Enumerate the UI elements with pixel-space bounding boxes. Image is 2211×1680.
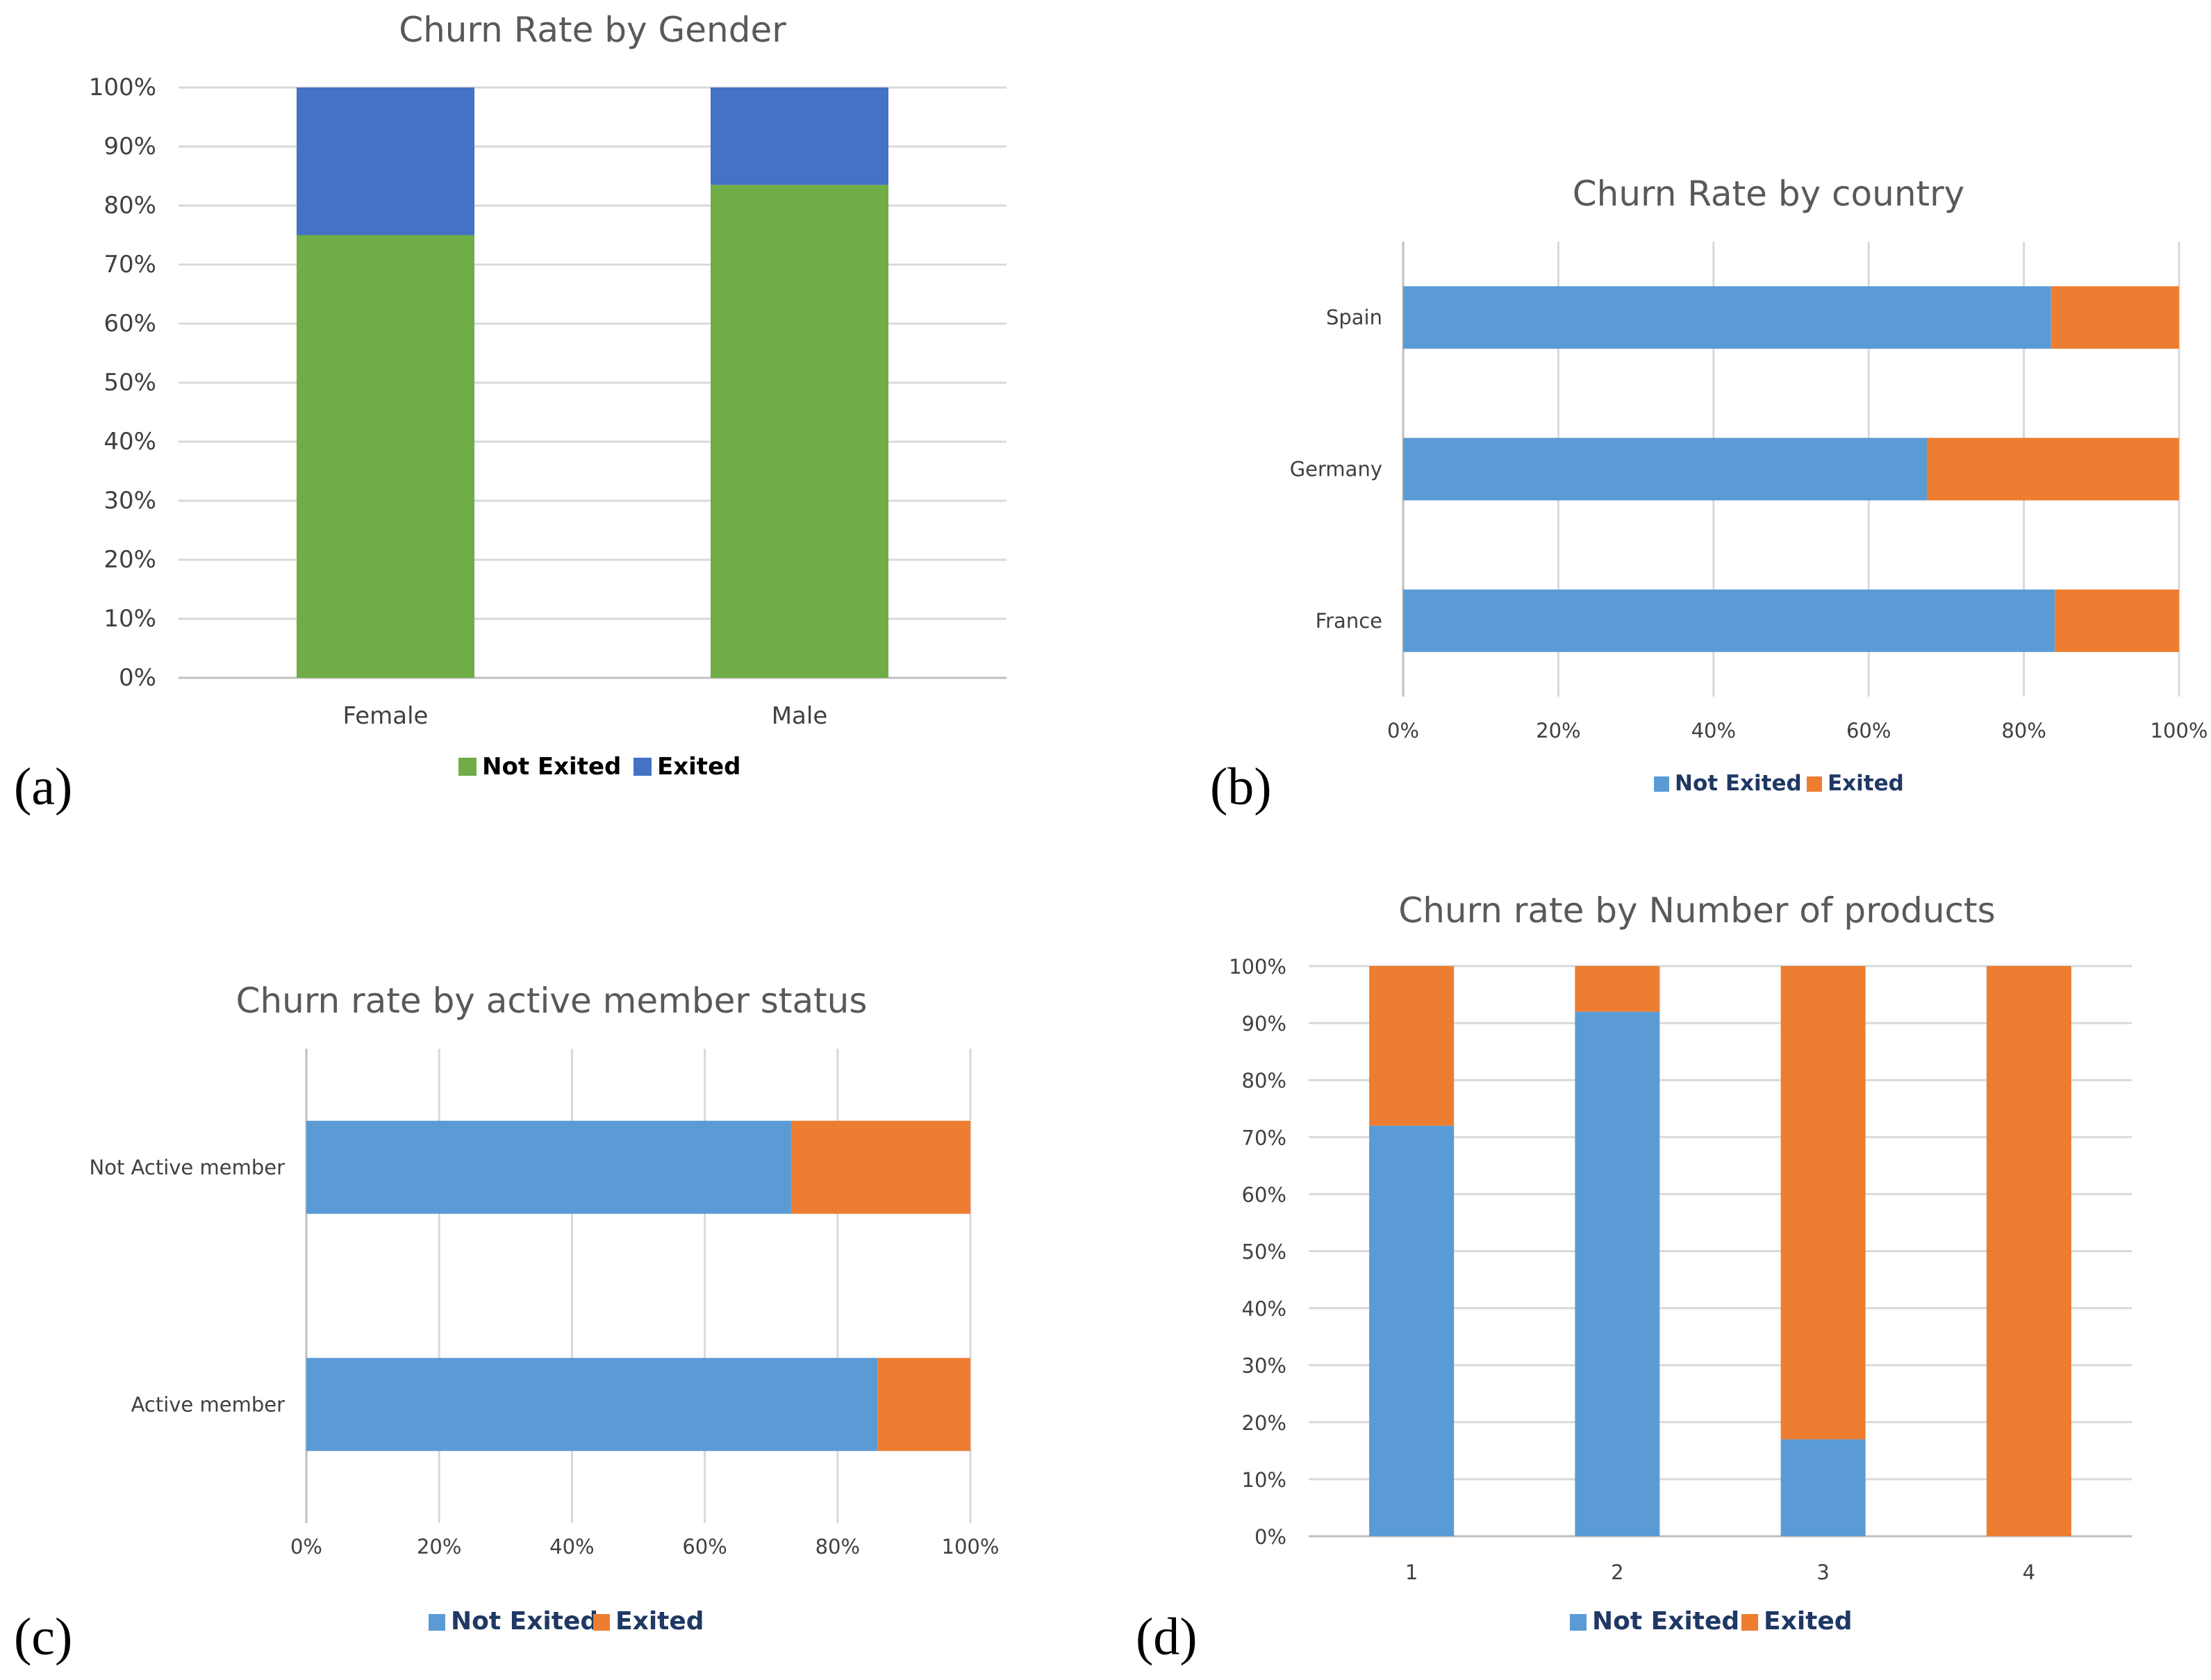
y-tick-label: 90% <box>1242 1012 1286 1036</box>
x-tick-label: 0% <box>1387 719 1419 742</box>
legend-label-exited: Exited <box>615 1607 704 1636</box>
y-tick-label: 70% <box>1242 1126 1286 1149</box>
x-tick-label: 60% <box>682 1535 727 1558</box>
legend-label-exited: Exited <box>1764 1607 1853 1636</box>
bar-exited-1 <box>1369 966 1455 1126</box>
bar-exited-female <box>297 88 474 235</box>
chart-title: Churn Rate by country <box>1573 174 1965 214</box>
bar-not-exited-male <box>711 185 888 678</box>
bar-not-exited-france <box>1403 589 2055 652</box>
x-tick-label: 60% <box>1846 719 1891 742</box>
chart-title: Churn rate by Number of products <box>1398 890 1995 931</box>
chart-c: Churn rate by active member status 0% 20% 4… <box>14 981 999 1666</box>
bar-not-exited-spain <box>1403 286 2051 349</box>
legend-label-exited: Exited <box>1828 771 1904 796</box>
x-tick-label: 40% <box>549 1535 594 1558</box>
bar-exited-germany <box>1926 438 2179 501</box>
chart-d: Churn rate by Number of products 0% 10% 20%… <box>1136 890 2132 1666</box>
x-tick-label: 0% <box>290 1535 322 1558</box>
x-tick-label: 100% <box>2151 719 2208 742</box>
panel-label: (c) <box>14 1608 72 1666</box>
bar-exited-france <box>2055 589 2179 652</box>
y-tick-label: Active member <box>131 1392 285 1416</box>
x-tick-label: 4 <box>2023 1561 2035 1584</box>
legend-swatch-exited <box>634 758 652 776</box>
y-tick-label: 80% <box>1242 1069 1286 1092</box>
y-tick-label: 60% <box>1242 1183 1286 1206</box>
legend-label-not-exited: Not Exited <box>1675 771 1802 796</box>
legend-label-not-exited: Not Exited <box>482 753 621 781</box>
bar-not-exited-3 <box>1780 1439 1866 1536</box>
y-tick-label: 90% <box>103 133 156 160</box>
legend-label-not-exited: Not Exited <box>451 1607 598 1636</box>
x-tick-label: 100% <box>942 1535 1000 1558</box>
chart-title: Churn Rate by Gender <box>399 10 786 50</box>
x-tick-label: 2 <box>1611 1561 1623 1584</box>
y-tick-label: 20% <box>1242 1411 1286 1435</box>
x-tick-label: 40% <box>1691 719 1736 742</box>
chart-a: Churn Rate by Gender 0% 10% 20% 30% 40% 50% 60%… <box>14 10 1007 816</box>
bar-not-exited-germany <box>1403 438 1927 501</box>
y-tick-label: Germany <box>1290 458 1382 481</box>
y-tick-label: 10% <box>103 605 156 633</box>
bar-exited-not-active-member <box>790 1120 970 1214</box>
y-tick-label: Spain <box>1326 306 1382 329</box>
y-tick-label: 40% <box>1242 1297 1286 1321</box>
bar-not-exited-female <box>297 235 474 678</box>
legend-label-not-exited: Not Exited <box>1592 1607 1739 1636</box>
x-tick-label: 3 <box>1816 1561 1829 1584</box>
x-tick-label: Female <box>343 702 429 730</box>
legend-swatch-not-exited <box>1654 776 1669 792</box>
bar-not-exited-active-member <box>306 1358 878 1452</box>
bar-exited-3 <box>1780 966 1866 1440</box>
bar-not-exited-1 <box>1369 1125 1455 1536</box>
y-tick-label: France <box>1316 609 1382 633</box>
bar-exited-4 <box>1986 966 2071 1536</box>
legend-swatch-not-exited <box>458 758 477 776</box>
chart-b: Churn Rate by country 0% 20% 40% 60% 80% 100% F… <box>1210 174 2208 816</box>
y-tick-label: 0% <box>119 664 156 692</box>
x-tick-label: 80% <box>2001 719 2046 742</box>
legend-swatch-exited <box>1741 1614 1758 1631</box>
x-tick-label: 20% <box>417 1535 461 1558</box>
y-tick-label: 0% <box>1254 1525 1286 1549</box>
y-tick-label: 20% <box>103 546 156 574</box>
bar-not-exited-2 <box>1575 1011 1660 1536</box>
x-tick-label: Male <box>772 702 828 730</box>
y-tick-label: 100% <box>1229 955 1286 979</box>
y-tick-label: 80% <box>103 192 156 219</box>
bar-not-exited-not-active-member <box>306 1120 791 1214</box>
y-tick-label: 60% <box>103 310 156 338</box>
bar-exited-male <box>711 88 888 185</box>
y-tick-label: 30% <box>1242 1354 1286 1378</box>
x-tick-label: 20% <box>1536 719 1580 742</box>
legend-swatch-exited <box>1807 776 1822 792</box>
y-tick-label: 100% <box>89 74 156 101</box>
chart-title: Churn rate by active member status <box>236 981 868 1021</box>
bar-exited-2 <box>1575 966 1660 1012</box>
legend-swatch-not-exited <box>1570 1614 1587 1631</box>
y-tick-label: 50% <box>103 369 156 397</box>
panel-label: (a) <box>14 758 72 816</box>
x-tick-label: 80% <box>815 1535 860 1558</box>
y-tick-label: 40% <box>103 428 156 456</box>
y-tick-label: 70% <box>103 251 156 278</box>
bar-exited-active-member <box>877 1358 970 1452</box>
bar-exited-spain <box>2051 286 2179 349</box>
panel-label: (b) <box>1210 758 1272 816</box>
legend-label-exited: Exited <box>657 753 740 781</box>
y-tick-label: 30% <box>103 487 156 515</box>
y-tick-label: Not Active member <box>90 1156 285 1179</box>
panel-label: (d) <box>1136 1608 1198 1666</box>
legend-swatch-not-exited <box>429 1614 445 1631</box>
legend-swatch-exited <box>593 1614 610 1631</box>
y-tick-label: 10% <box>1242 1468 1286 1492</box>
y-tick-label: 50% <box>1242 1240 1286 1264</box>
x-tick-label: 1 <box>1405 1561 1418 1584</box>
